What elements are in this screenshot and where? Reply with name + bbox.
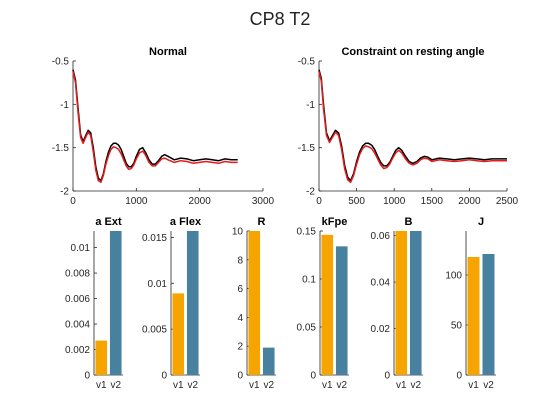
y-tick-label: 0.01 [148,279,168,290]
x-tick-label: v1 [396,380,407,391]
series-line-2 [72,71,238,184]
x-tick-label: 0 [316,196,322,207]
y-tick-label: 0 [161,371,167,382]
subplot-title: a Flex [170,216,202,228]
y-tick-label: 0.006 [65,294,90,305]
bar-v2 [335,246,348,375]
y-tick-label: -0.5 [298,57,316,68]
y-tick-label: 100 [445,271,462,282]
y-tick-label: -1 [60,100,69,111]
y-tick-label: 0.008 [65,269,90,280]
subplot-title: Constraint on resting angle [341,46,484,58]
bar-v1 [467,257,480,375]
x-tick-label: v1 [322,380,333,391]
y-tick-label: 0.15 [297,227,317,238]
y-tick-label: 6 [237,284,243,295]
bar-v2 [262,347,275,375]
y-tick-label: 10 [232,227,244,238]
y-tick-label: -2 [60,187,69,198]
y-tick-label: 0 [310,371,316,382]
bar-v1 [321,234,334,375]
series-line-2 [318,71,507,184]
subplot-7 [393,231,423,376]
subplot-1 [72,60,264,192]
x-tick-label: v2 [263,380,274,391]
x-tick-label: v2 [483,380,494,391]
y-tick-label: 0.005 [142,325,167,336]
y-tick-label: 0.004 [65,320,90,331]
y-tick-label: -1 [306,100,315,111]
subplot-title: Normal [149,46,187,58]
subplot-5 [246,230,276,376]
x-tick-label: v1 [173,380,184,391]
y-tick-label: 0 [456,371,462,382]
subplot-6 [319,230,349,376]
y-tick-label: 0.05 [297,323,317,334]
subplot-title: J [478,216,484,228]
bar-v1 [395,231,408,375]
y-tick-label: -2 [306,187,315,198]
x-tick-label: v2 [410,380,421,391]
y-tick-label: 0.04 [371,278,391,289]
y-tick-label: 0.015 [142,233,167,244]
x-tick-label: 1500 [421,196,444,207]
x-tick-label: v1 [96,380,107,391]
x-tick-label: v2 [336,380,347,391]
x-tick-label: 500 [348,196,365,207]
series-line-1 [72,69,238,182]
y-tick-label: 0 [237,371,243,382]
y-tick-label: 8 [237,255,243,266]
bar-v1 [95,340,108,375]
y-tick-label: 50 [451,321,463,332]
bar-v2 [482,254,495,375]
y-tick-label: 0 [84,371,90,382]
x-tick-label: 1000 [383,196,406,207]
x-tick-label: v1 [249,380,260,391]
x-tick-label: 1000 [125,196,148,207]
bar-v2 [409,231,422,375]
y-tick-label: 0.01 [71,243,91,254]
y-tick-label: 0 [384,371,390,382]
figure-title: CP8 T2 [249,9,311,29]
bar-v2 [109,231,122,375]
x-tick-label: v2 [187,380,198,391]
y-tick-label: -0.5 [52,57,70,68]
x-tick-label: 0 [70,196,76,207]
bar-v1 [248,231,261,375]
y-tick-label: 0.06 [371,231,391,242]
bar-v1 [172,293,185,375]
y-tick-label: -1.5 [52,143,70,154]
series-line-1 [318,69,507,182]
subplot-3 [93,231,123,376]
x-tick-label: v2 [110,380,121,391]
x-tick-label: 2000 [189,196,212,207]
subplot-2 [318,60,508,192]
y-tick-label: 0.02 [371,324,391,335]
subplot-title: B [405,216,413,228]
x-tick-label: 2000 [458,196,481,207]
subplot-title: R [258,216,266,228]
y-tick-label: 0.1 [302,275,316,286]
subplot-title: kFpe [322,216,348,228]
y-tick-label: 2 [237,342,243,353]
x-tick-label: v1 [468,380,479,391]
subplot-4 [170,231,200,376]
y-tick-label: -1.5 [298,143,316,154]
bar-v2 [186,231,199,375]
y-tick-label: 0.002 [65,345,90,356]
x-tick-label: 2500 [496,196,519,207]
subplot-8 [465,231,496,376]
y-tick-label: 4 [237,313,243,324]
x-tick-label: 3000 [252,196,275,207]
subplot-title: a Ext [95,216,122,228]
